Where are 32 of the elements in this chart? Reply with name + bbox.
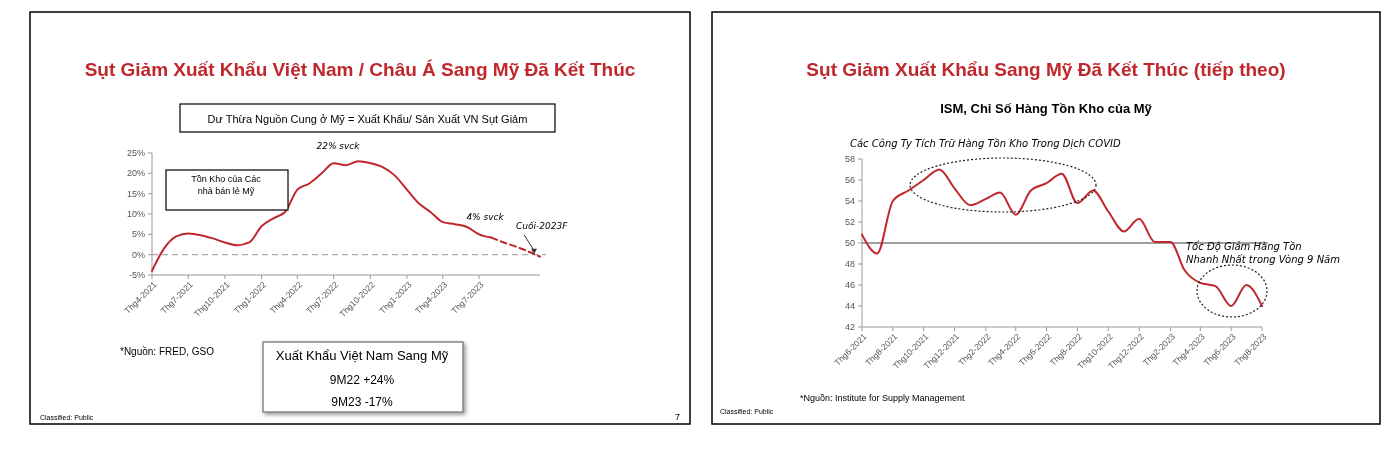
- chart-subtitle: ISM, Chỉ Số Hàng Tồn Kho của Mỹ: [940, 101, 1153, 117]
- annotation: Cuối-2023F: [516, 220, 569, 231]
- chart-title: Sụt Giảm Xuất Khẩu Sang Mỹ Đã Kết Thúc (tiếp theo): [806, 59, 1286, 80]
- annotation: 22% svck: [316, 141, 361, 152]
- y-tick-label: 58: [844, 154, 855, 165]
- y-tick-label: 0%: [131, 249, 145, 260]
- annotation: 4% svck: [466, 212, 505, 223]
- text: *Nguồn: Institute for Supply Management: [800, 393, 966, 403]
- text: Các Công Ty Tích Trữ Hàng Tồn Kho Trong Dịch COVID: [850, 138, 1121, 149]
- chart-subtitle: Dư Thừa Nguồn Cung ở Mỹ = Xuất Khẩu/ Sản Xuất VN Sụt Giảm: [207, 112, 528, 125]
- y-tick-label: 15%: [126, 188, 145, 199]
- annotation: Tốc Độ Giảm Hàng Tồn Nhanh Nhất trong Vòng 9 Năm: [1186, 240, 1341, 265]
- y-tick-label: 50: [844, 238, 855, 249]
- text: 7: [674, 412, 680, 422]
- y-tick-label: 56: [844, 175, 855, 186]
- y-tick-label: 42: [844, 322, 855, 333]
- y-tick-label: 25%: [126, 148, 145, 159]
- y-tick-label: 48: [844, 259, 855, 270]
- y-tick-label: 54: [844, 196, 855, 207]
- y-tick-label: -5%: [128, 270, 145, 281]
- annotation: Tồn Kho của Các nhà bán lẻ Mỹ: [191, 174, 262, 196]
- y-tick-label: 46: [844, 280, 855, 291]
- y-tick-label: 20%: [126, 168, 145, 179]
- text: *Nguồn: FRED, GSO: [120, 346, 215, 357]
- chart-title: Sụt Giảm Xuất Khẩu Việt Nam / Châu Á Sang Mỹ Đã Kết Thúc: [84, 59, 636, 80]
- text: 9M23 -17%: [331, 395, 394, 409]
- y-tick-label: 5%: [131, 229, 145, 240]
- y-tick-label: 44: [844, 301, 855, 312]
- y-tick-label: 10%: [126, 209, 145, 220]
- text: Xuất Khẩu Việt Nam Sang Mỹ: [275, 348, 449, 363]
- y-tick-label: 52: [844, 217, 855, 228]
- text: 9M22 +24%: [329, 373, 395, 387]
